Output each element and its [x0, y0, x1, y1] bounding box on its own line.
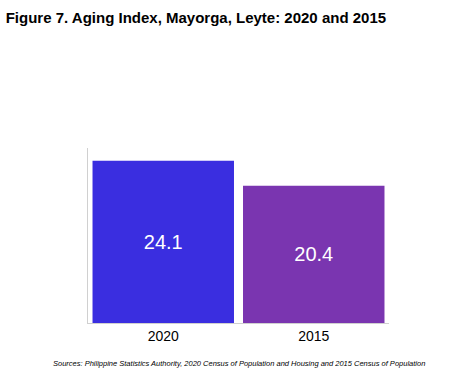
svg-text:Sources: Philippine Statistics: Sources: Philippine Statistics Authority… — [53, 359, 425, 368]
svg-text:2020: 2020 — [148, 328, 179, 344]
svg-text:Figure 7. Aging Index, Mayorga: Figure 7. Aging Index, Mayorga, Leyte: 2… — [6, 9, 386, 26]
svg-text:24.1: 24.1 — [144, 231, 183, 253]
svg-text:20.4: 20.4 — [294, 243, 333, 265]
svg-text:2015: 2015 — [298, 328, 329, 344]
